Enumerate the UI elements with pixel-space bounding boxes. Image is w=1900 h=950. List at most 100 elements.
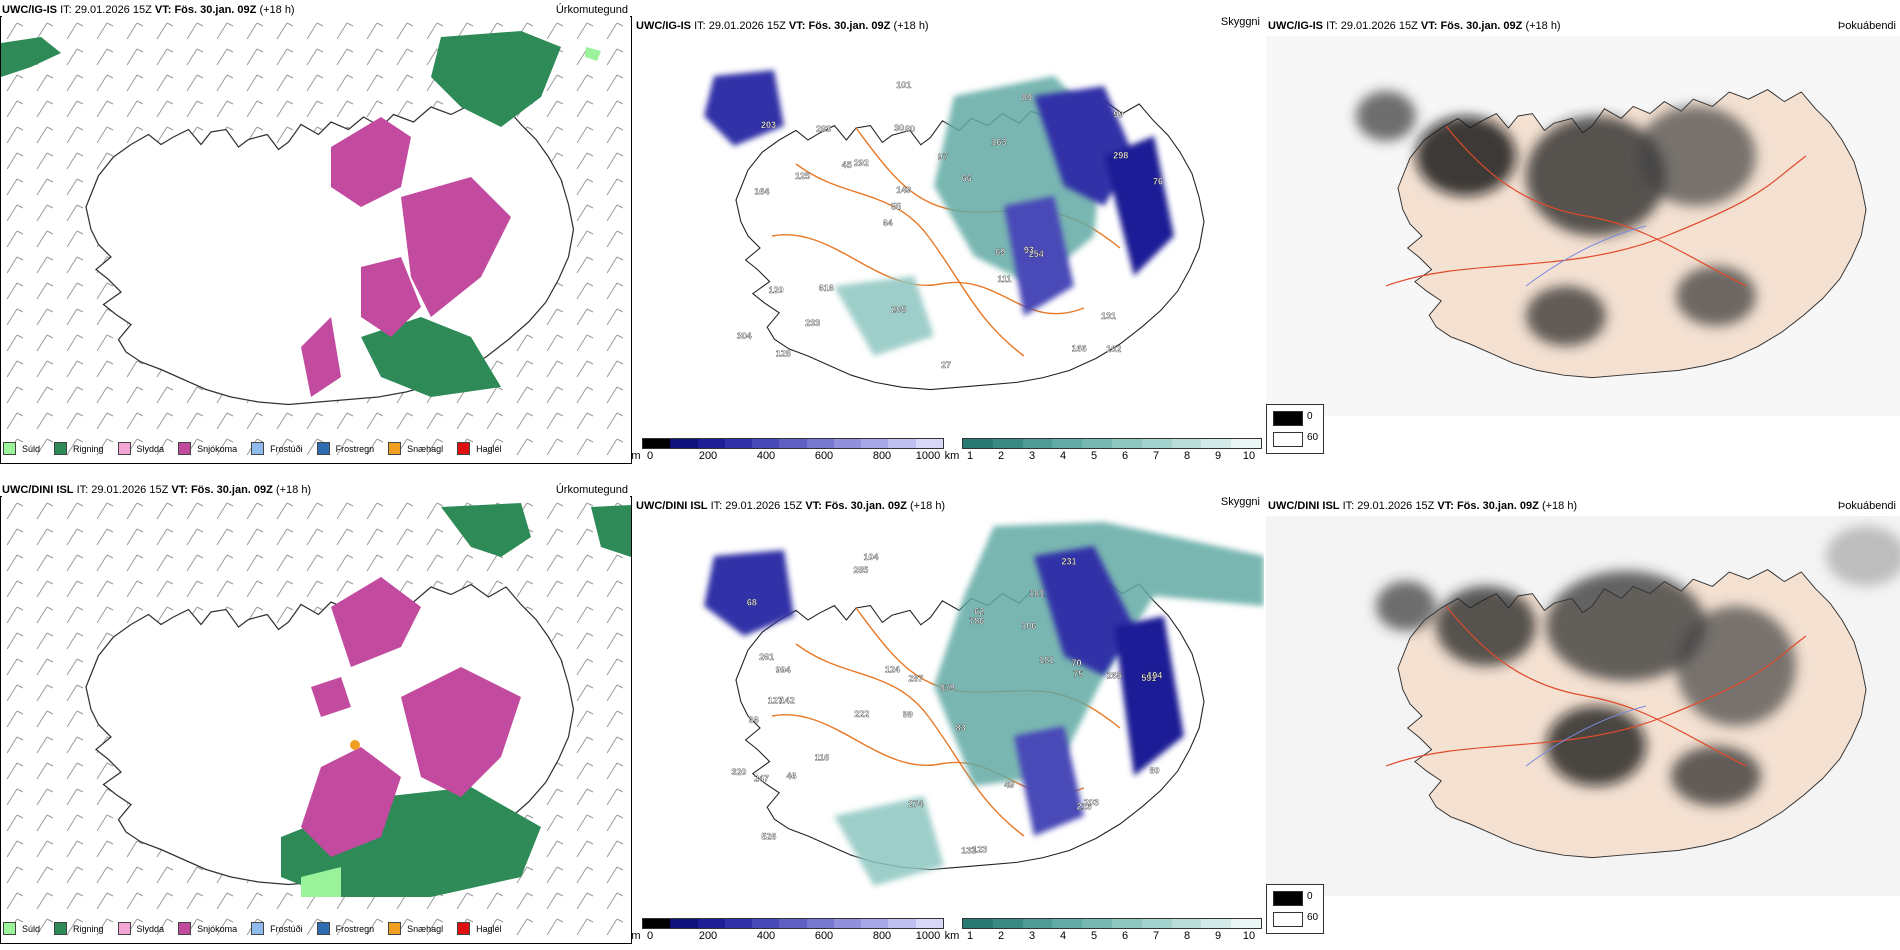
ceiling-tick: 200 xyxy=(698,450,718,462)
ceiling-value-label: 111 xyxy=(997,274,1011,284)
legend-item: Súld xyxy=(3,442,40,455)
lead-time: (+18 h) xyxy=(909,500,946,512)
ceiling-value-label: 149 xyxy=(896,185,911,195)
panel-header: UWC/DINI ISL IT: 29.01.2026 15Z VT: Fös.… xyxy=(2,484,630,498)
ceiling-value-label: 68 xyxy=(747,597,757,607)
visibility-panel: UWC/IG-IS IT: 29.01.2026 15Z VT: Fös. 30… xyxy=(631,0,1264,470)
ceiling-value-label: 181 xyxy=(1039,655,1054,665)
lead-time: (+18 h) xyxy=(893,20,929,32)
visibility-ticks: km 1 2 3 4 5 6 7 8 9 10 xyxy=(944,450,1262,464)
ceiling-unit: m xyxy=(631,450,641,462)
fog-key-label: 60 xyxy=(1307,912,1319,923)
ceiling-value-label: 93 xyxy=(1024,245,1034,255)
ceiling-value-label: 80 xyxy=(1150,765,1160,775)
ceiling-ticks: m 0 200 400 600 800 1000 xyxy=(631,450,944,464)
ceiling-value-label: 97 xyxy=(938,152,948,162)
ceiling-tick: 400 xyxy=(756,930,776,942)
ceiling-value-label: 64 xyxy=(883,218,893,228)
ceiling-tick: 600 xyxy=(814,450,834,462)
vt-label: VT: xyxy=(154,4,172,16)
vt-value: Fös. 30.jan. 09Z xyxy=(824,500,907,512)
vt-label: VT: xyxy=(1420,20,1438,32)
model-name: UWC/IG-IS xyxy=(636,20,691,32)
panel-header: UWC/DINI ISL IT: 29.01.2026 15Z VT: Fös.… xyxy=(1268,500,1898,514)
visibility-tick: 8 xyxy=(1183,930,1191,942)
visibility-tick: 2 xyxy=(997,930,1005,942)
it-value: 29.01.2026 15Z xyxy=(74,4,152,16)
visibility-tick: 1 xyxy=(966,930,974,942)
row-dini-isl: UWC/DINI ISL IT: 29.01.2026 15Z VT: Fös.… xyxy=(0,480,1900,950)
legend-label: Súld xyxy=(22,923,41,934)
ceiling-tick: 400 xyxy=(756,450,776,462)
visibility-unit: km xyxy=(944,450,960,462)
legend-label: Haglél xyxy=(476,923,502,934)
legend-item: Frostregn xyxy=(316,922,374,935)
ceiling-value-label: 83 xyxy=(956,723,966,733)
ceiling-value-label: 101 xyxy=(896,80,911,90)
ceiling-value-label: 203 xyxy=(761,120,776,130)
visibility-map: 104 181 591 99 83 142 68 106 66 786 879 526 285 222 13… xyxy=(634,516,1264,916)
it-label: IT: xyxy=(694,20,706,32)
panel-header: UWC/IG-IS IT: 29.01.2026 15Z VT: Fös. 30… xyxy=(2,4,630,18)
ceiling-tick: 800 xyxy=(872,450,892,462)
legend-swatch xyxy=(3,442,16,455)
ceiling-value-label: 265 xyxy=(1107,671,1122,681)
panel-header: UWC/DINI ISL IT: 29.01.2026 15Z VT: Fös.… xyxy=(636,496,1262,514)
visibility-tick: 4 xyxy=(1059,450,1067,462)
ceiling-value-label: 287 xyxy=(908,674,923,684)
ceiling-value-label: 131 xyxy=(1101,311,1116,321)
ceiling-value-label: 133 xyxy=(961,846,976,856)
ceiling-value-label: 166 xyxy=(1072,344,1087,354)
ceiling-value-label: 274 xyxy=(908,799,923,809)
legend-swatch xyxy=(54,442,68,455)
it-label: IT: xyxy=(1326,20,1338,32)
ceiling-value-label: 142 xyxy=(780,695,795,705)
ceiling-tick: 1000 xyxy=(915,450,941,462)
ceiling-unit: m xyxy=(631,930,641,942)
ceiling-value-label: 66 xyxy=(962,174,972,184)
vt-value: Fös. 30.jan. 09Z xyxy=(1440,20,1523,32)
ceiling-value-label: 261 xyxy=(759,652,774,662)
visibility-tick: 9 xyxy=(1214,450,1222,462)
legend-item: Snæhagl xyxy=(388,922,443,935)
legend-swatch xyxy=(457,442,471,455)
model-name: UWC/DINI ISL xyxy=(1268,500,1340,512)
panel-label: Þokuábendi xyxy=(1837,500,1896,512)
panel-label: Skyggni xyxy=(1220,496,1260,508)
legend-swatch xyxy=(251,922,265,935)
fog-swatch xyxy=(1273,912,1303,927)
lead-time: (+18 h) xyxy=(1541,500,1578,512)
visibility-tick: 6 xyxy=(1121,930,1129,942)
ceiling-value-label: 216 xyxy=(1077,801,1092,811)
ceiling-value-label: 181 xyxy=(1029,589,1044,599)
ceiling-value-label: 104 xyxy=(864,552,879,562)
ceiling-tick: 800 xyxy=(872,930,892,942)
ceiling-value-label: 45 xyxy=(842,160,852,170)
legend-label: Frostúði xyxy=(270,443,303,454)
lead-time: (+18 h) xyxy=(275,484,312,496)
it-label: IT: xyxy=(1342,500,1355,512)
legend-swatch xyxy=(251,442,265,455)
legend-item: Rigning xyxy=(54,442,104,455)
visibility-tick: 6 xyxy=(1121,450,1129,462)
ceiling-value-label: 123 xyxy=(972,845,987,855)
ceiling-value-label: 164 xyxy=(754,186,769,196)
panel-label: Úrkomutegund xyxy=(555,484,628,496)
visibility-tick: 4 xyxy=(1059,930,1067,942)
panel-header: UWC/IG-IS IT: 29.01.2026 15Z VT: Fös. 30… xyxy=(636,16,1262,34)
legend-label: Rigning xyxy=(73,443,104,454)
panel-header: UWC/IG-IS IT: 29.01.2026 15Z VT: Fös. 30… xyxy=(1268,20,1898,34)
visibility-tick: 10 xyxy=(1242,930,1256,942)
ceiling-colorbar-bar xyxy=(642,918,944,929)
ceiling-value-label: 127 xyxy=(768,696,783,706)
it-value: 29.01.2026 15Z xyxy=(1340,20,1418,32)
ceiling-value-label: 222 xyxy=(854,709,869,719)
ceiling-value-label: 55 xyxy=(891,202,901,212)
ceiling-value-label: 285 xyxy=(853,565,868,575)
legend-label: Slydda xyxy=(136,923,165,934)
visibility-tick: 7 xyxy=(1152,930,1160,942)
ceiling-value-label: 30 xyxy=(894,123,904,133)
legend-swatch xyxy=(3,922,16,935)
legend-item: Haglél xyxy=(457,922,502,935)
precip-map: Súld Rigning Slydda Snjókoma Frostúði Fr… xyxy=(0,496,632,944)
